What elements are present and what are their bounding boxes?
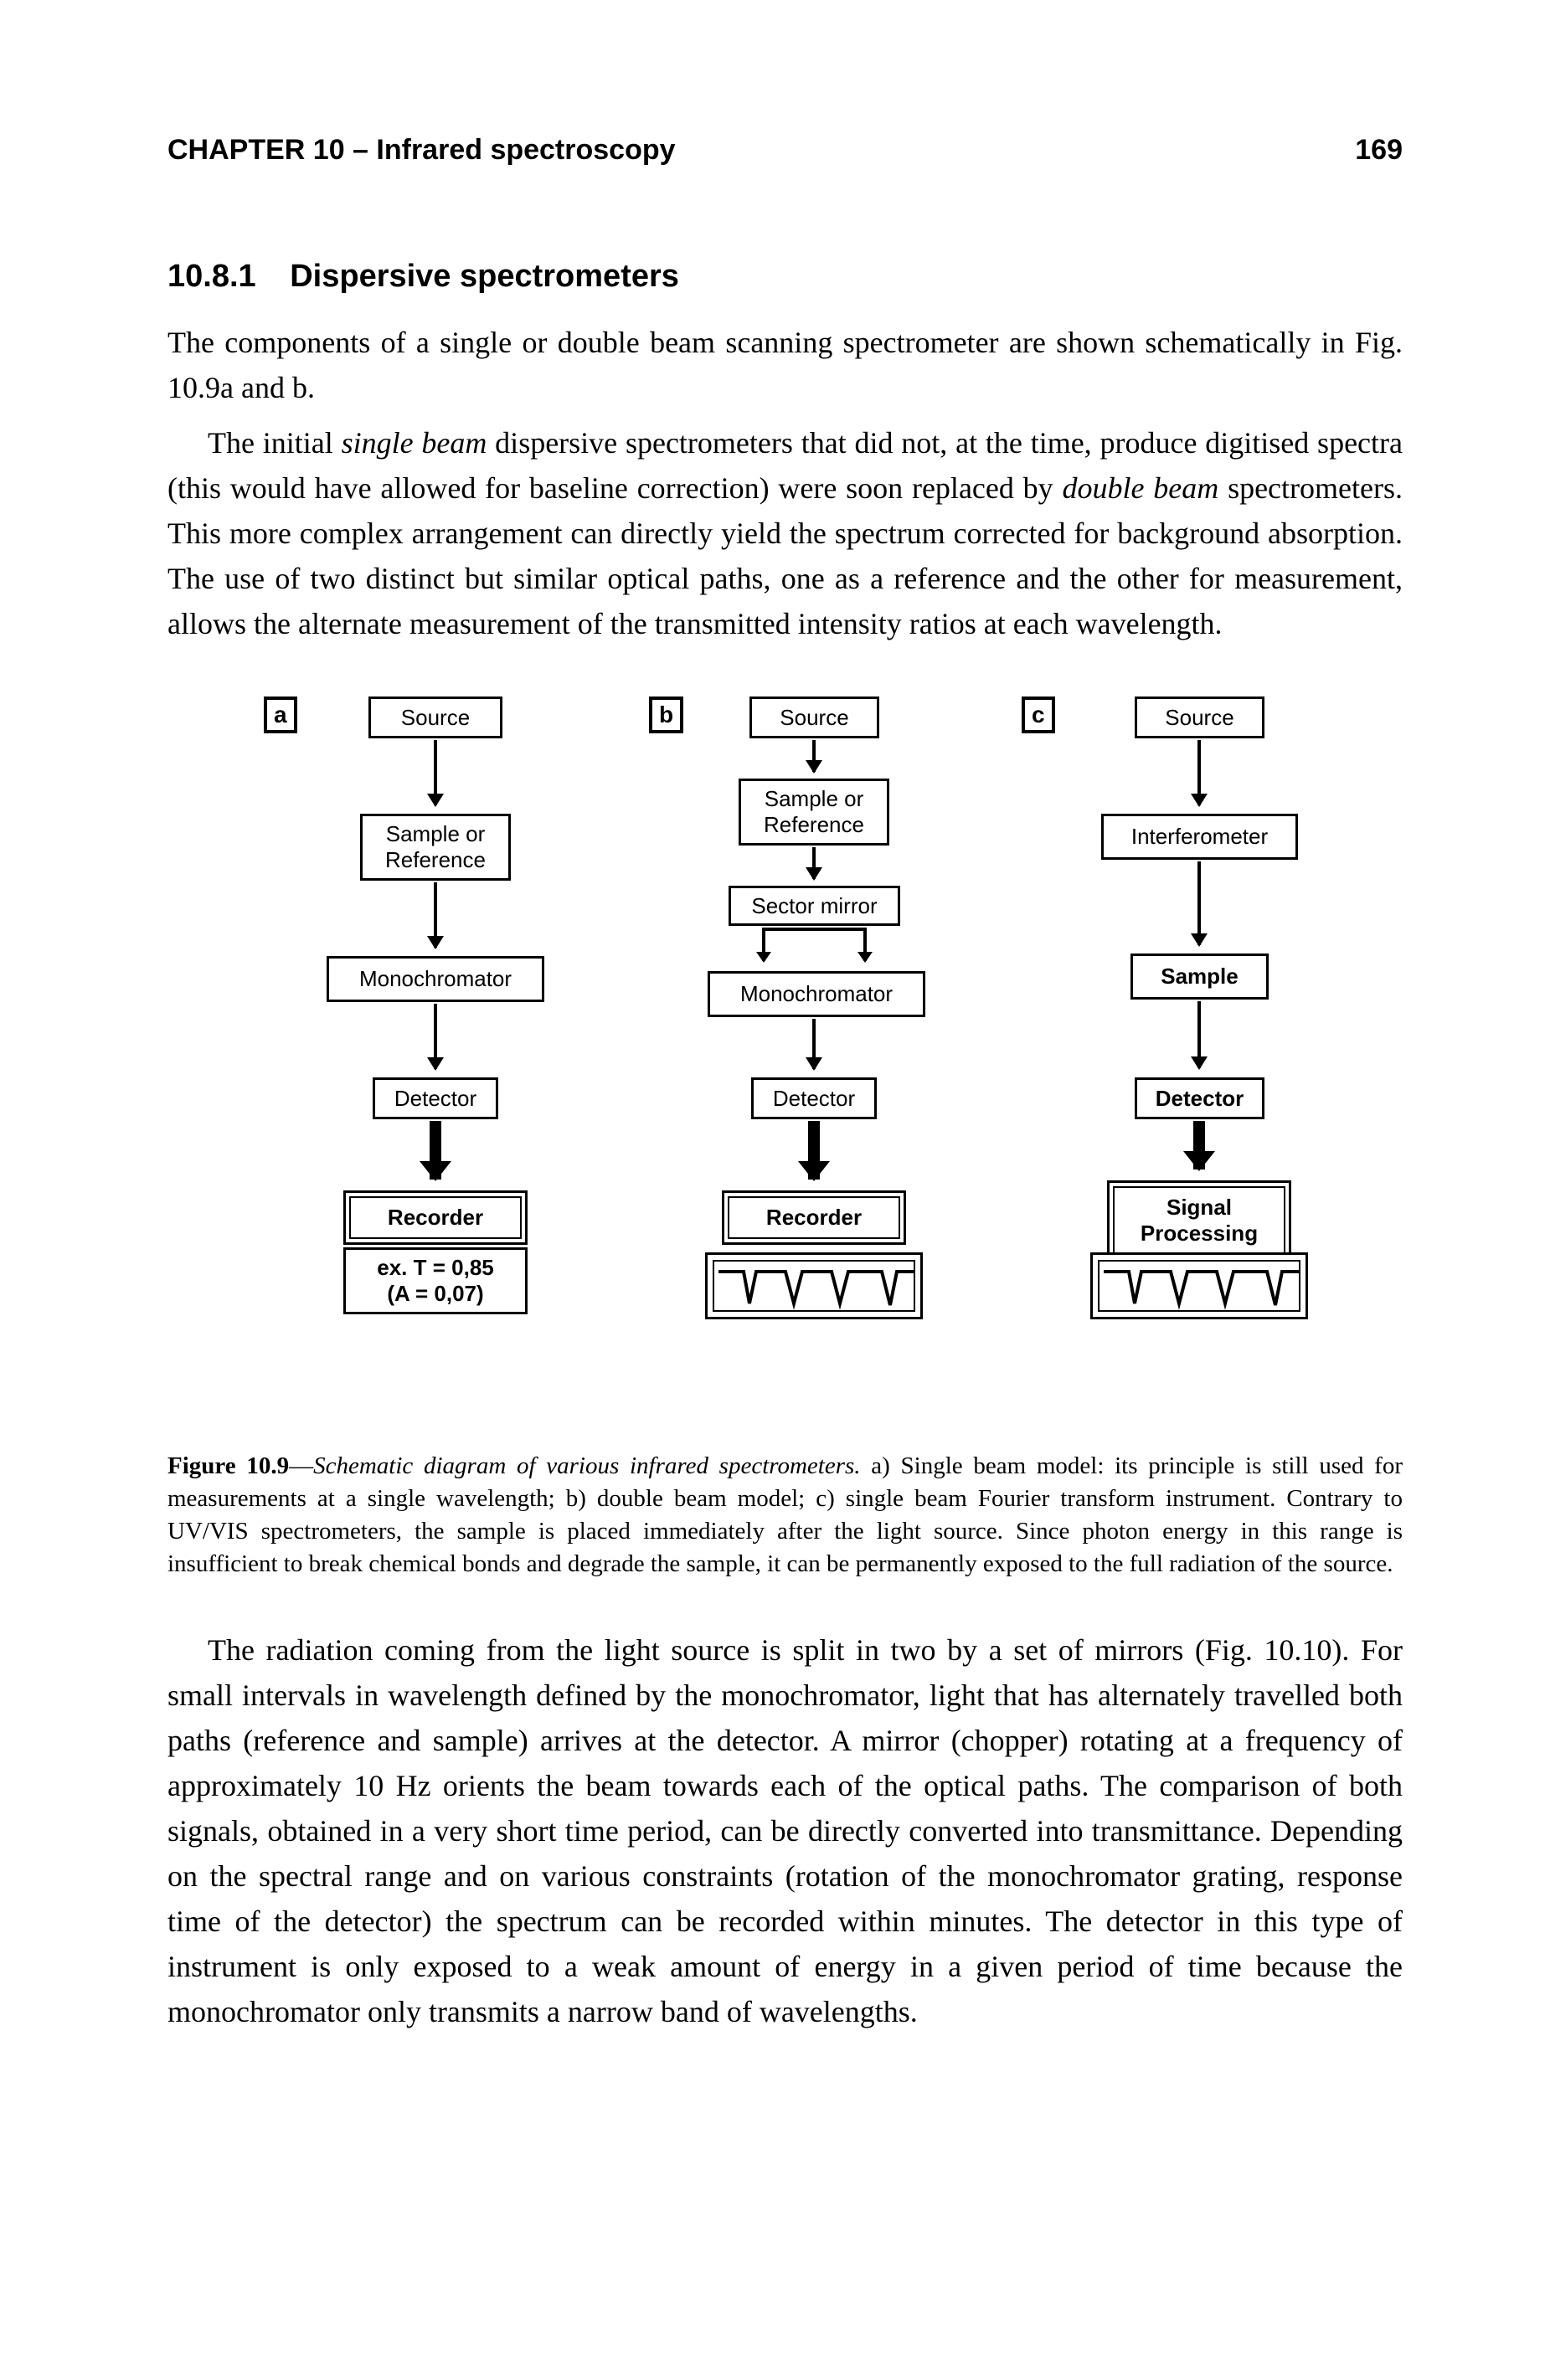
caption-lead: Figure 10.9	[167, 1452, 289, 1479]
b-recorder-wrap: Recorder	[722, 1190, 906, 1245]
a-arrow-2	[434, 882, 437, 948]
section-heading: 10.8.1 Dispersive spectrometers	[167, 259, 1403, 295]
c-interferometer: Interferometer	[1101, 814, 1298, 860]
caption-dash: —	[289, 1452, 313, 1479]
chapter-title: CHAPTER 10 – Infrared spectroscopy	[167, 134, 676, 167]
c-signal-wrap: Signal Processing	[1107, 1180, 1291, 1261]
caption-em: Schematic diagram of various infrared sp…	[313, 1452, 860, 1479]
c-arrow-2	[1197, 861, 1201, 945]
a-monochromator: Monochromator	[327, 956, 544, 1002]
c-arrow-3	[1197, 1001, 1201, 1068]
c-spectrum-icon	[1100, 1262, 1300, 1310]
c-source: Source	[1135, 697, 1264, 738]
panel-label-c: c	[1022, 697, 1055, 733]
a-detector: Detector	[373, 1077, 498, 1119]
b-sector-mirror: Sector mirror	[729, 886, 900, 926]
paragraph-3: The radiation coming from the light sour…	[167, 1627, 1403, 2034]
a-recorder: Recorder	[349, 1196, 522, 1239]
b-thick-arrow	[808, 1121, 820, 1180]
page-header: CHAPTER 10 – Infrared spectroscopy 169	[167, 134, 1403, 167]
c-detector: Detector	[1135, 1077, 1264, 1119]
b-output	[705, 1252, 923, 1319]
paragraph-1: The components of a single or double bea…	[167, 320, 1403, 410]
c-sample: Sample	[1130, 954, 1269, 1000]
page-number: 169	[1355, 134, 1403, 167]
b-detector: Detector	[751, 1077, 877, 1119]
p2-em1: single beam	[342, 426, 487, 460]
p2-em2: double beam	[1063, 471, 1219, 505]
b-source: Source	[749, 697, 879, 738]
a-recorder-wrap: Recorder	[343, 1190, 528, 1245]
b-arrow-1	[812, 740, 816, 772]
paragraph-2: The initial single beam dispersive spect…	[167, 420, 1403, 646]
a-arrow-1	[434, 740, 437, 805]
p2-lead: The initial	[208, 426, 342, 460]
b-monochromator: Monochromator	[708, 971, 925, 1017]
b-recorder: Recorder	[728, 1196, 900, 1239]
figure-caption: Figure 10.9—Schematic diagram of various…	[167, 1450, 1403, 1581]
page: CHAPTER 10 – Infrared spectroscopy 169 1…	[0, 0, 1545, 2380]
a-thick-arrow	[430, 1121, 441, 1180]
a-source: Source	[368, 697, 502, 738]
c-signal-processing: Signal Processing	[1113, 1186, 1285, 1255]
b-arrow-3	[812, 1019, 816, 1069]
figure-10-9: a b c Source Sample or Reference Monochr…	[167, 680, 1403, 1425]
a-sample-or-ref: Sample or Reference	[360, 814, 511, 881]
b-split	[729, 928, 900, 969]
section-number: 10.8.1	[167, 259, 256, 294]
a-ex-line1: ex. T = 0,85	[377, 1255, 493, 1281]
a-arrow-3	[434, 1004, 437, 1069]
c-output	[1090, 1252, 1308, 1319]
c-thick-arrow	[1193, 1121, 1205, 1169]
b-arrow-2	[812, 847, 816, 879]
panel-label-a: a	[264, 697, 297, 733]
section-title: Dispersive spectrometers	[290, 259, 679, 294]
c-arrow-1	[1197, 740, 1201, 805]
b-spectrum-icon	[714, 1262, 915, 1310]
a-ex-box: ex. T = 0,85 (A = 0,07)	[343, 1247, 528, 1314]
panel-label-b: b	[649, 697, 683, 733]
b-sample-or-ref: Sample or Reference	[739, 779, 889, 846]
a-ex-line2: (A = 0,07)	[387, 1281, 483, 1307]
